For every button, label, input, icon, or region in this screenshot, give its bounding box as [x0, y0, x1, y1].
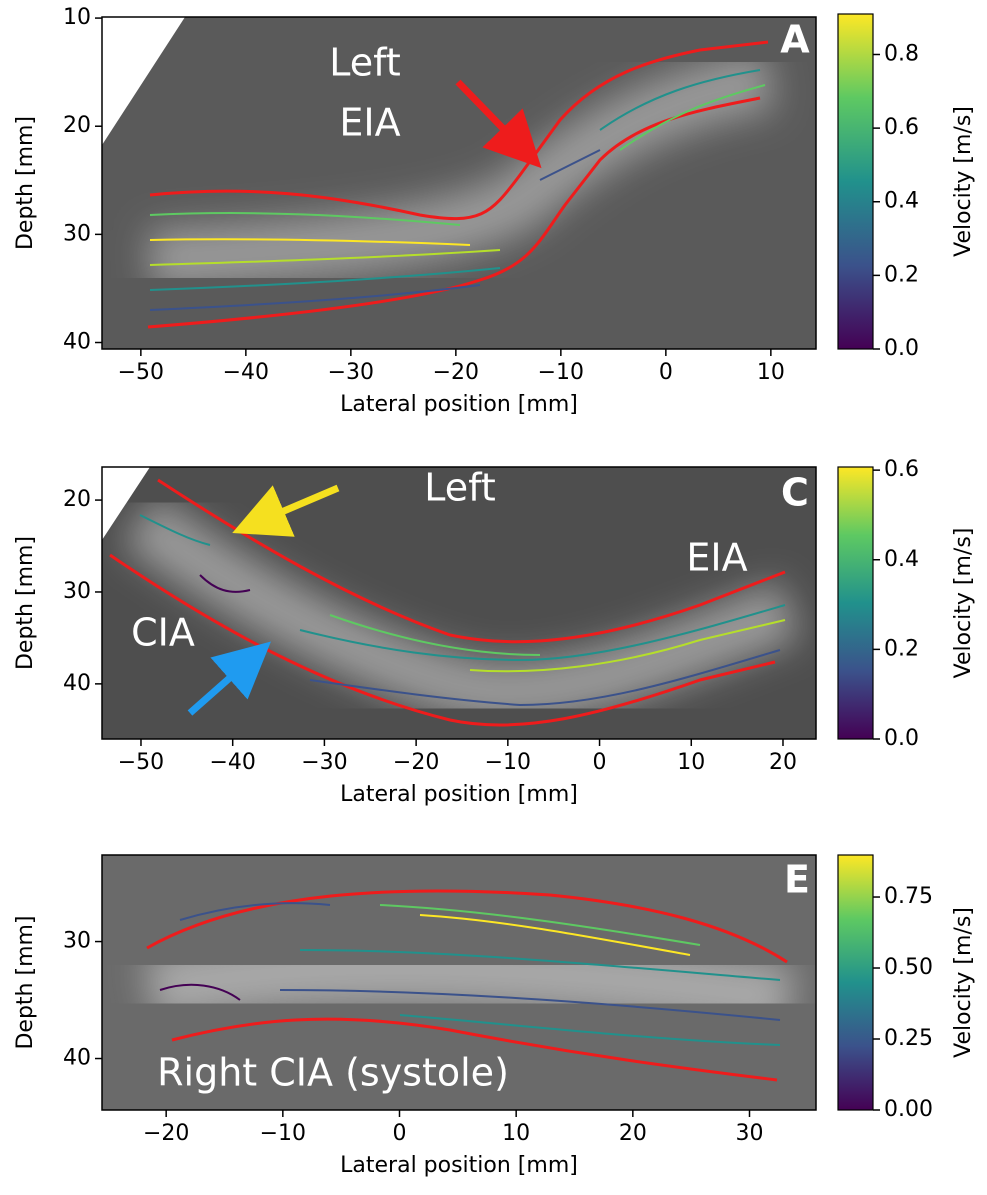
x-tick-label: −20	[143, 1121, 189, 1146]
x-tick-label: −30	[328, 360, 374, 385]
colorbar-tick-label: 0.4	[884, 547, 919, 572]
arrow	[455, 79, 542, 169]
ultrasound-image	[102, 17, 816, 349]
annotation: EIA	[686, 536, 747, 580]
colorbar-tick-label: 0.6	[884, 115, 919, 140]
y-axis-label: Depth [mm]	[13, 116, 38, 250]
colorbar-tick-label: 0.6	[884, 457, 919, 482]
annotation: Right CIA (systole)	[157, 1051, 509, 1095]
y-tick-label: 40	[63, 1046, 91, 1071]
x-tick-label: −10	[260, 1121, 306, 1146]
y-tick-label: 20	[63, 113, 91, 138]
colorbar-tick-label: 0.50	[884, 955, 933, 980]
x-axis-label: Lateral position [mm]	[340, 1153, 578, 1178]
plot-frame	[101, 466, 817, 740]
x-tick-label: 0	[659, 360, 673, 385]
colorbar-tick-label: 0.00	[884, 1097, 933, 1122]
x-tick-label: 10	[677, 750, 705, 775]
annotation: Left	[329, 41, 401, 85]
x-tick-label: 20	[769, 750, 797, 775]
x-axis-label: Lateral position [mm]	[340, 782, 578, 807]
y-tick-label: 40	[63, 330, 91, 355]
y-tick-label: 20	[63, 487, 91, 512]
panel-label: C	[781, 471, 809, 515]
annotation: CIA	[131, 611, 195, 655]
colorbar-label: Velocity [m/s]	[951, 106, 976, 257]
colorbar-label: Velocity [m/s]	[951, 528, 976, 679]
y-tick-label: 30	[63, 579, 91, 604]
colorbar-tick-label: 0.0	[884, 726, 919, 751]
x-tick-label: −20	[393, 750, 439, 775]
colorbar-tick-label: 0.25	[884, 1026, 933, 1051]
colorbar-tick-label: 0.75	[884, 884, 933, 909]
colorbar	[837, 13, 874, 350]
x-tick-label: −10	[538, 360, 584, 385]
annotation: Left	[424, 466, 496, 510]
x-tick-label: −40	[223, 360, 269, 385]
x-tick-label: 10	[502, 1121, 530, 1146]
x-tick-label: −10	[485, 750, 531, 775]
x-tick-label: −40	[209, 750, 255, 775]
plot-frame	[101, 854, 817, 1111]
x-tick-label: −20	[433, 360, 479, 385]
x-axis-label: Lateral position [mm]	[340, 392, 578, 417]
colorbar-tick-label: 0.2	[884, 262, 919, 287]
x-tick-label: 10	[757, 360, 785, 385]
colorbar-tick-label: 0.8	[884, 41, 919, 66]
x-tick-label: −50	[118, 750, 164, 775]
x-tick-label: −30	[301, 750, 347, 775]
y-tick-label: 30	[63, 929, 91, 954]
y-tick-label: 30	[63, 221, 91, 246]
panel-label: E	[784, 858, 810, 902]
panel-label: A	[780, 18, 810, 62]
colorbar-tick-label: 0.2	[884, 636, 919, 661]
plot-frame	[101, 16, 817, 350]
annotation: EIA	[339, 101, 400, 145]
y-axis-label: Depth [mm]	[13, 915, 38, 1049]
ultrasound-image	[102, 855, 816, 1110]
colorbar-label: Velocity [m/s]	[951, 907, 976, 1058]
x-tick-label: −50	[118, 360, 164, 385]
x-tick-label: 0	[393, 1121, 407, 1146]
x-tick-label: 20	[619, 1121, 647, 1146]
colorbar	[837, 466, 874, 740]
x-tick-label: 0	[593, 750, 607, 775]
colorbar-tick-label: 0.0	[884, 336, 919, 361]
y-axis-label: Depth [mm]	[13, 536, 38, 670]
colorbar-tick-label: 0.4	[884, 189, 919, 214]
arrow	[232, 484, 340, 537]
y-tick-label: 10	[63, 5, 91, 30]
colorbar	[837, 854, 874, 1111]
y-tick-label: 40	[63, 671, 91, 696]
x-tick-label: 30	[736, 1121, 764, 1146]
arrow	[187, 641, 271, 716]
